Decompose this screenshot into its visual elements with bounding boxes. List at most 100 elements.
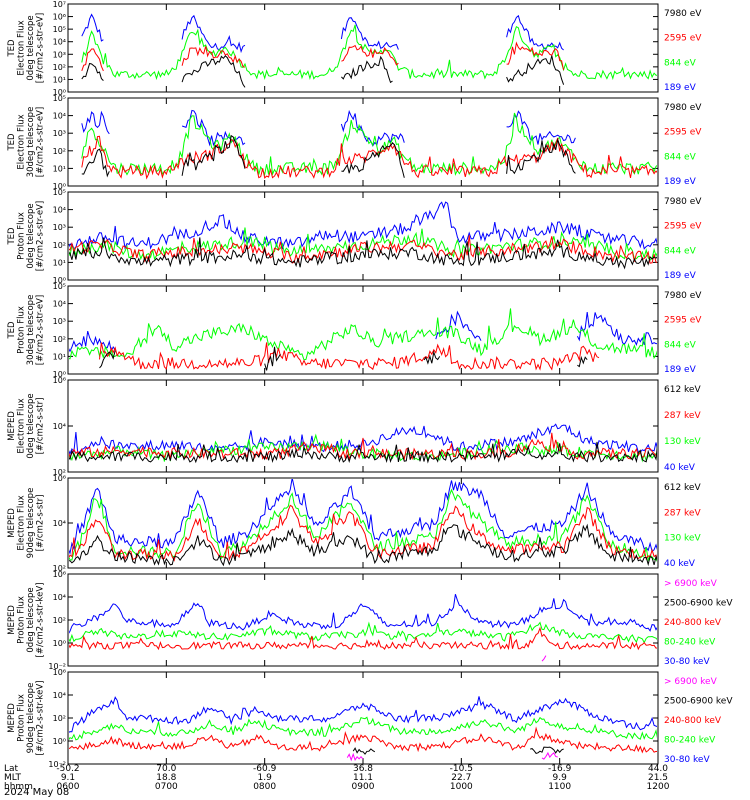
series-line <box>81 135 657 180</box>
series-line <box>81 13 564 54</box>
y-tick-label: 10⁵ <box>53 188 66 197</box>
footer-row-value: 0900 <box>352 782 375 792</box>
footer-row-value: 1.9 <box>258 773 273 783</box>
y-tick-label: 10¹ <box>53 164 66 173</box>
series-layer <box>81 109 657 180</box>
y-tick-label: 10⁶ <box>53 570 66 579</box>
footer-row-value: 0800 <box>253 782 276 792</box>
series-line <box>81 55 565 88</box>
series-line <box>69 594 657 634</box>
series-line <box>69 726 657 754</box>
legend-entry: 2595 eV <box>664 34 702 44</box>
y-tick-label: 10⁵ <box>53 94 66 103</box>
panel-1: 10⁰ 10¹ 10² 10³ 10⁴ 10⁵ 10⁶ 10⁷ TEDElectron Flux… <box>7 0 702 97</box>
footer-row-value: 0600 <box>57 782 80 792</box>
series-layer <box>69 201 657 270</box>
footer-row-value: 44.0 <box>648 764 668 774</box>
legend-entry: 7980 eV <box>664 197 702 207</box>
legend-entry: 189 eV <box>664 83 697 93</box>
series-layer <box>81 13 657 88</box>
y-tick-label: 10⁴ <box>53 593 66 602</box>
y-tick-label: 10¹ <box>53 352 66 361</box>
y-tick-label: 10⁴ <box>53 38 66 47</box>
legend-entry: 80-240 keV <box>664 638 716 648</box>
panel-3: 10⁰ 10¹ 10² 10³ 10⁴ 10⁵ TEDProton Flux0deg tel… <box>7 188 702 285</box>
series-layer <box>69 308 657 371</box>
legend-entry: 7980 eV <box>664 291 702 301</box>
y-tick-label: 10⁰ <box>53 88 66 97</box>
series-line <box>69 504 657 562</box>
legend-entry: 2595 eV <box>664 128 702 138</box>
y-tick-label: 10⁶ <box>53 668 66 677</box>
panel-7: 10⁻² 10⁰ 10² 10⁴ 10⁶ MEPEDProton Flux0deg tel… <box>7 570 733 671</box>
series-line <box>69 626 657 651</box>
panel-4: 10⁰ 10¹ 10² 10³ 10⁴ 10⁵ TEDProton Flux30deg te… <box>7 282 702 379</box>
footer-row-value: 70.0 <box>156 764 176 774</box>
series-line <box>69 696 657 733</box>
panel-6: 10² 10⁴ 10⁶ MEPEDElectron Flux90deg telesco… <box>7 474 701 573</box>
legend-entry: 844 eV <box>664 340 697 350</box>
y-tick-label: 10⁰ <box>53 182 66 191</box>
y-tick-label: 10¹ <box>53 258 66 267</box>
y-tick-label: 10² <box>53 616 66 625</box>
legend-entry: 287 keV <box>664 411 701 421</box>
series-line <box>69 308 657 361</box>
footer-row-label: MLT <box>4 773 22 783</box>
y-axis-label: TEDProton Flux30deg telescope[#/cm2-s-st… <box>7 295 46 366</box>
legend-entry: 80-240 keV <box>664 736 716 746</box>
legend-entry: 30-80 keV <box>664 755 710 765</box>
y-tick-label: 10⁴ <box>53 519 66 528</box>
series-layer <box>69 479 657 567</box>
legend-entry: 2500-6900 keV <box>664 599 733 609</box>
y-tick-label: 10³ <box>53 223 66 232</box>
footer-row-value: -16.9 <box>548 764 572 774</box>
legend-entry: 2595 eV <box>664 316 702 326</box>
series-line <box>69 432 657 461</box>
plot-panels: 10⁰ 10¹ 10² 10³ 10⁴ 10⁵ 10⁶ 10⁷ TEDElectron Flux… <box>7 0 733 769</box>
legend-entry: 130 keV <box>664 437 701 447</box>
legend-entry: 40 keV <box>664 463 696 473</box>
y-axis-label: MEPEDElectron Flux0deg telescope[#/cm2-s… <box>7 393 46 458</box>
y-tick-label: 10¹ <box>53 75 66 84</box>
footer-row-value: -50.2 <box>56 764 79 774</box>
y-tick-label: 10⁶ <box>53 13 66 22</box>
legend-entry: 2500-6900 keV <box>664 697 733 707</box>
legend-entry: 240-800 keV <box>664 618 722 628</box>
series-line <box>346 751 558 762</box>
legend-entry: 2595 eV <box>664 222 702 232</box>
y-tick-label: 10⁴ <box>53 300 66 309</box>
y-tick-label: 10³ <box>53 50 66 59</box>
legend-entry: 40 keV <box>664 559 696 569</box>
footer-row-value: 9.1 <box>61 773 75 783</box>
legend-entry: 189 eV <box>664 271 697 281</box>
y-tick-label: 10² <box>53 468 66 477</box>
series-line <box>69 621 657 644</box>
series-line <box>81 134 576 178</box>
footer-row-value: 11.1 <box>353 773 373 783</box>
series-line <box>69 716 657 741</box>
footer-row-label: hhmm <box>4 782 33 792</box>
y-axis-label: MEPEDElectron Flux90deg telescope[#/cm2-… <box>7 488 46 559</box>
footer-row-value: 21.5 <box>648 773 668 783</box>
legend-entry: 30-80 keV <box>664 657 710 667</box>
y-tick-label: 10⁴ <box>53 691 66 700</box>
y-tick-label: 10⁻² <box>48 662 66 671</box>
series-layer <box>69 423 657 464</box>
y-axis-label: TEDElectron Flux30deg telescope[#/cm2-s-… <box>7 107 46 178</box>
y-tick-label: 10⁴ <box>53 112 66 121</box>
panel-frame <box>67 191 659 281</box>
y-tick-label: 10⁶ <box>53 376 66 385</box>
footer-date: 2024 May 08 <box>4 787 69 798</box>
series-line <box>69 488 657 562</box>
series-line <box>69 237 657 270</box>
series-line <box>81 109 576 147</box>
y-tick-label: 10⁰ <box>53 639 66 648</box>
legend-entry: 7980 eV <box>664 9 702 19</box>
footer-row-value: 22.7 <box>451 773 471 783</box>
legend-entry: 189 eV <box>664 177 697 187</box>
time-axis-footer: 2024 May 08 Lat -50.2 70.0 -60.9 36.8 -10.5 -1… <box>4 764 670 798</box>
y-tick-label: 10⁰ <box>53 370 66 379</box>
legend-entry: 287 keV <box>664 508 701 518</box>
y-tick-label: 10² <box>53 241 66 250</box>
